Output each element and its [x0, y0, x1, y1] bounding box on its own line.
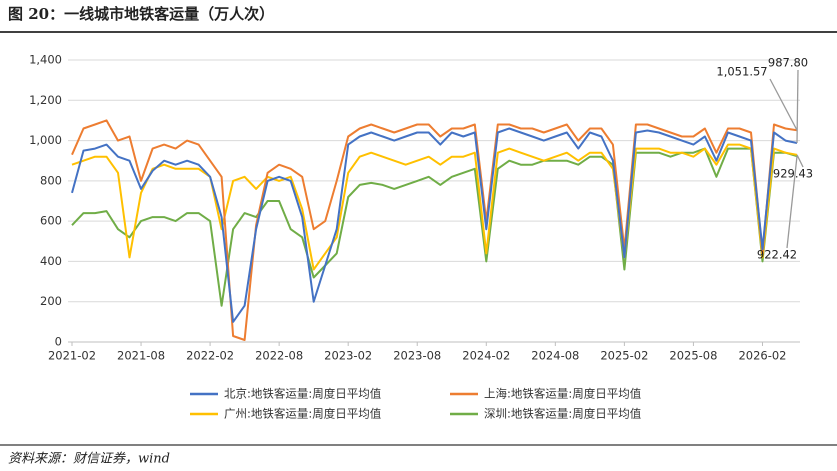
x-tick-label: 2022-02 [186, 349, 234, 363]
x-tick-label: 2023-02 [324, 349, 372, 363]
value-label: 1,051.57 [716, 65, 767, 79]
value-label: 929.43 [773, 167, 813, 181]
series-line [71, 127, 798, 323]
y-tick-label: 200 [40, 294, 62, 308]
source: 资料来源：财信证券，wind [8, 452, 170, 467]
value-label: 922.42 [757, 248, 797, 262]
y-tick-label: 600 [40, 214, 62, 228]
legend-label: 广州:地铁客运量:周度日平均值 [224, 407, 382, 421]
y-tick-label: 800 [40, 173, 62, 187]
series-line [71, 143, 798, 271]
y-tick-label: 1,000 [29, 133, 62, 147]
x-tick-label: 2025-02 [600, 349, 648, 363]
y-tick-label: 0 [55, 335, 62, 349]
x-tick-label: 2023-08 [393, 349, 441, 363]
value-label: 987.80 [768, 56, 808, 70]
annotation-leader [796, 154, 804, 168]
y-tick-label: 1,200 [29, 93, 62, 107]
legend-label: 深圳:地铁客运量:周度日平均值 [484, 407, 642, 421]
series-line [71, 147, 798, 307]
x-tick-label: 2026-02 [738, 349, 786, 363]
legend-label: 上海:地铁客运量:周度日平均值 [484, 387, 642, 401]
x-tick-label: 2025-08 [669, 349, 717, 363]
chart-title: 图 20：一线城市地铁客运量（万人次） [8, 5, 274, 23]
x-tick-label: 2021-02 [48, 349, 96, 363]
annotation-leader [769, 78, 798, 131]
annotation-leader [786, 156, 798, 249]
annotation-leader [796, 69, 799, 144]
legend-label: 北京:地铁客运量:周度日平均值 [224, 387, 382, 401]
x-tick-label: 2024-08 [531, 349, 579, 363]
x-tick-label: 2024-02 [462, 349, 510, 363]
x-tick-label: 2021-08 [117, 349, 165, 363]
y-tick-label: 400 [40, 254, 62, 268]
series-line [71, 119, 798, 341]
x-tick-label: 2022-08 [255, 349, 303, 363]
y-tick-label: 1,400 [29, 53, 62, 67]
